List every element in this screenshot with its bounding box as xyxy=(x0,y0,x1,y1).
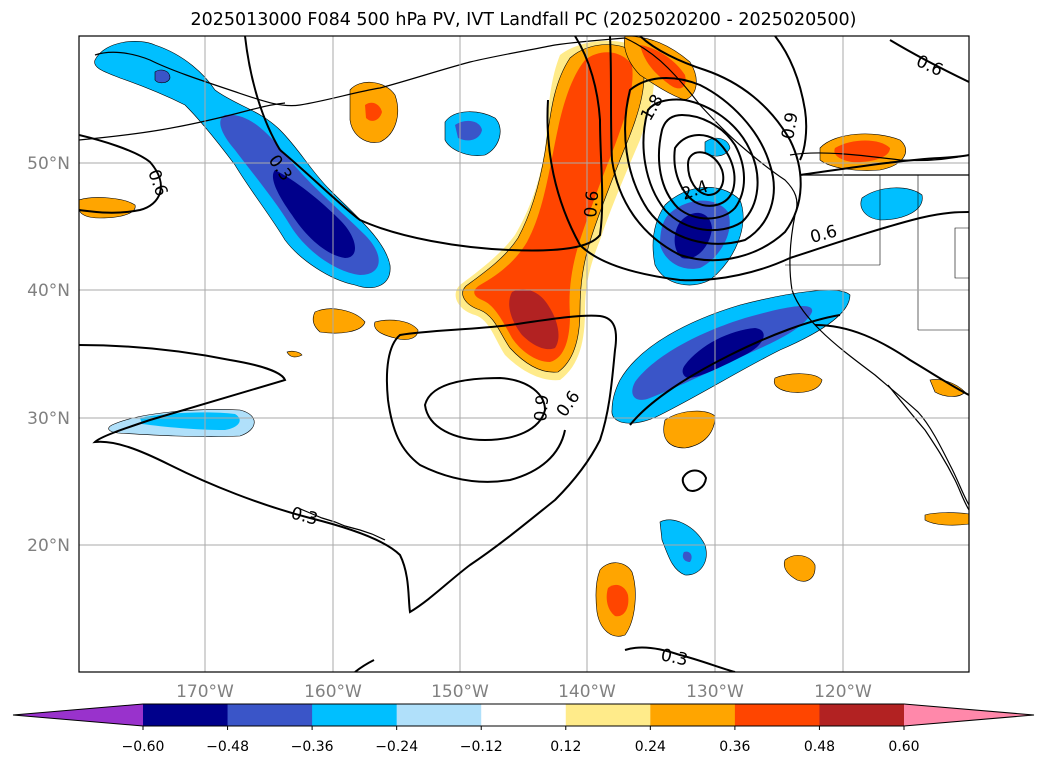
neg-anomaly-subtropical-east xyxy=(659,519,707,576)
colorbar-segment xyxy=(565,704,651,726)
bc-coast xyxy=(624,37,798,216)
lat-label-30n: 30°N xyxy=(27,409,70,429)
contour-lower-curve xyxy=(629,314,841,426)
contour-1.5-high xyxy=(642,98,759,232)
colorbar-segment xyxy=(819,704,905,726)
pos-anomaly-ridge-core xyxy=(509,289,559,350)
contour-1.8-high xyxy=(657,113,745,220)
contour-ridge-west xyxy=(279,36,604,252)
plot-frame xyxy=(78,35,970,673)
contour-low-small xyxy=(681,469,708,492)
contour-0.3-bottom-left xyxy=(354,659,375,672)
contour-0.6-ridge xyxy=(546,99,969,282)
colorbar-tick-label: 0.12 xyxy=(550,739,581,755)
neg-anomaly-idaho xyxy=(860,187,923,221)
lon-label-130w: 130°W xyxy=(686,682,744,702)
colorbar-segment xyxy=(734,704,820,726)
pos-anomaly-central-1 xyxy=(312,308,366,334)
pos-anomaly-subtropical-1 xyxy=(663,410,716,449)
contour-0.9-high xyxy=(609,36,802,262)
state-borders xyxy=(785,175,969,331)
lon-label-170w: 170°W xyxy=(176,682,234,702)
hawaii-islands xyxy=(297,507,386,541)
colorbar-tick-label: −0.60 xyxy=(122,739,165,755)
colorbar-extend-min xyxy=(13,704,143,726)
pos-anomaly-hawaii-east-core xyxy=(606,584,629,617)
figure-title: 2025013000 F084 500 hPa PV, IVT Landfall… xyxy=(190,10,857,30)
colorbar-tick-label: 0.36 xyxy=(719,739,750,755)
contour-0.6-ne xyxy=(889,39,969,83)
colorbar-tick-label: 0.60 xyxy=(888,739,919,755)
pos-anomaly-subtropical-2 xyxy=(773,373,823,393)
lon-label-120w: 120°W xyxy=(814,682,872,702)
neg-anomaly-small-north xyxy=(154,69,171,84)
contour-2.1-high xyxy=(673,134,736,207)
contour-0.3-south xyxy=(624,646,736,672)
colorbar-segment xyxy=(650,704,736,726)
lat-label-50n: 50°N xyxy=(27,154,70,174)
contour-0.9-east xyxy=(774,36,808,161)
ivt-contours xyxy=(79,36,969,672)
latitude-labels: 50°N 40°N 30°N 20°N xyxy=(27,154,70,556)
contour-ne-coast xyxy=(814,324,969,396)
contour-label: 0.6 xyxy=(581,190,603,219)
lon-label-140w: 140°W xyxy=(558,682,616,702)
colorbar-segment xyxy=(143,704,229,726)
map-plot-area: 0.6 0.3 0.6 1.8 0.9 2.4 0.6 0.6 0.9 0.6 … xyxy=(79,36,969,672)
aleutians xyxy=(79,102,286,141)
alaska-coast xyxy=(94,37,626,107)
contour-0.6-west xyxy=(79,134,162,214)
lat-label-40n: 40°N xyxy=(27,281,70,301)
colorbar-tick-label: 0.24 xyxy=(635,739,666,755)
neg-anomaly-gulf-alaska-core xyxy=(272,170,356,258)
baja-peninsula xyxy=(887,384,969,511)
colorbar-tick-label: 0.48 xyxy=(804,739,835,755)
colorbar-segments xyxy=(13,704,1034,726)
colorbar-segment xyxy=(396,704,482,726)
neg-anomaly-subtropical-west-mid xyxy=(140,412,240,430)
colorbar-tick-label: −0.48 xyxy=(206,739,249,755)
neg-anomaly-midpacific-core xyxy=(455,120,482,141)
lat-label-20n: 20°N xyxy=(27,536,70,556)
longitude-labels: 170°W 160°W 150°W 140°W 130°W 120°W xyxy=(176,682,872,702)
colorbar-segment xyxy=(481,704,567,726)
pos-anomaly-mexico xyxy=(924,512,969,526)
colorbar-tick-label: −0.12 xyxy=(460,739,503,755)
contour-label: 0.9 xyxy=(778,111,802,141)
neg-anomaly-california-core xyxy=(682,328,764,378)
colorbar-ticks: −0.60 −0.48 −0.36 −0.24 −0.12 0.12 0.24 0.36 0.4… xyxy=(122,726,920,755)
pos-anomaly-ridge-inner xyxy=(474,52,633,362)
contour-1.2-high xyxy=(624,77,775,245)
contour-mid-0.6 xyxy=(79,314,618,614)
lon-label-150w: 150°W xyxy=(431,682,489,702)
pos-anomaly-tiny xyxy=(286,350,303,358)
colorbar-segment xyxy=(312,704,398,726)
lon-label-160w: 160°W xyxy=(304,682,362,702)
contour-2.4-high xyxy=(686,151,725,197)
colorbar-segment xyxy=(227,704,313,726)
colorbar-tick-label: −0.36 xyxy=(291,739,334,755)
pos-anomaly-baja-west xyxy=(783,555,816,582)
colorbar: −0.60 −0.48 −0.36 −0.24 −0.12 0.12 0.24 0.36 0.4… xyxy=(12,703,1035,755)
contour-canada-east xyxy=(799,154,969,176)
colorbar-tick-label: −0.24 xyxy=(375,739,418,755)
colorbar-extend-max xyxy=(904,704,1034,726)
pos-anomaly-north-center-core xyxy=(365,102,382,121)
contour-0.9-low xyxy=(423,376,547,442)
contour-0.3-north xyxy=(244,36,281,151)
neg-anomaly-subtropical-east-core xyxy=(682,551,692,562)
contour-label: 0.9 xyxy=(531,394,553,423)
negative-anomaly-shading xyxy=(94,41,923,576)
gridlines xyxy=(79,36,969,672)
